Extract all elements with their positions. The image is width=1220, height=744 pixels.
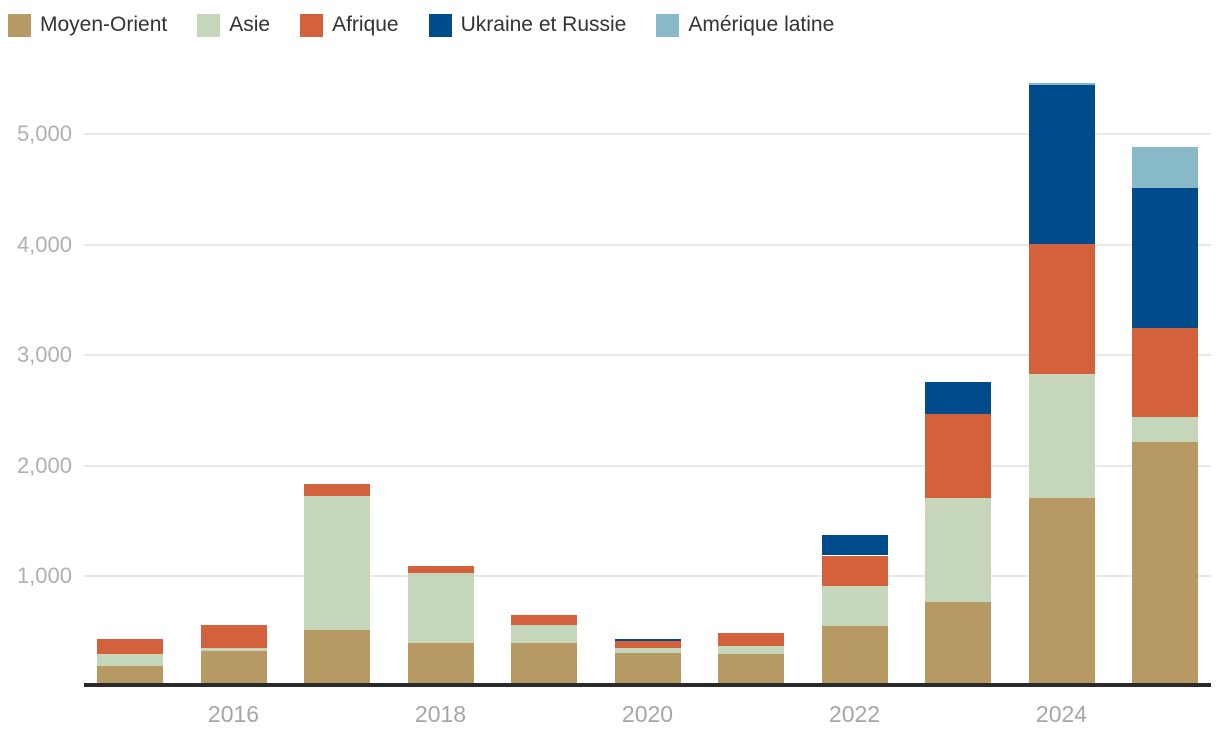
bar-2016-asie[interactable] — [200, 647, 267, 651]
bar-2020-asie[interactable] — [614, 647, 681, 654]
bar-2020-moyen-orient[interactable] — [614, 653, 681, 687]
bar-2020-ukraine-et-russie[interactable] — [614, 639, 681, 641]
bar-2025-ukraine-et-russie[interactable] — [1132, 188, 1198, 328]
afrique-swatch-icon — [300, 13, 324, 37]
bar-2019-asie[interactable] — [511, 625, 577, 644]
gridline-2000 — [84, 464, 1211, 467]
x-axis-tick-2022: 2022 — [828, 701, 881, 727]
bar-2022-ukraine-et-russie[interactable] — [821, 535, 888, 556]
bar-2015-asie[interactable] — [97, 653, 163, 667]
chart-legend: Moyen-Orient Asie Afrique Ukraine et Russie… — [8, 13, 834, 37]
gridline-1000 — [84, 575, 1211, 577]
x-axis-tick-2016: 2016 — [207, 701, 260, 727]
bar-2022-asie[interactable] — [821, 585, 888, 627]
bar-2025-asie[interactable] — [1132, 416, 1198, 443]
legend-label-ukraine-et-russie: Ukraine et Russie — [460, 13, 627, 36]
bar-2018-asie[interactable] — [407, 572, 474, 643]
bar-2023-afrique[interactable] — [925, 413, 991, 498]
x-axis-tick-2018: 2018 — [414, 701, 467, 727]
bar-2017-asie[interactable] — [304, 496, 370, 630]
bar-2024-afrique[interactable] — [1028, 243, 1095, 374]
legend-item-moyen-orient: Moyen-Orient — [8, 13, 167, 37]
bar-2015-moyen-orient[interactable] — [97, 666, 163, 687]
asie-swatch-icon — [197, 13, 221, 37]
bar-2023-asie[interactable] — [925, 497, 991, 602]
legend-label-asie: Asie — [229, 13, 271, 36]
legend-label-moyen-orient: Moyen-Orient — [40, 13, 168, 36]
bar-2024-asie[interactable] — [1028, 373, 1095, 498]
bar-2017-afrique[interactable] — [304, 484, 370, 497]
bar-2020-afrique[interactable] — [614, 640, 681, 648]
gridline-3000 — [84, 354, 1211, 356]
legend-label-amerique-latine: Amérique latine — [688, 13, 835, 36]
bar-2021-moyen-orient[interactable] — [718, 653, 784, 687]
bar-2024-moyen-orient[interactable] — [1028, 497, 1095, 687]
bar-2018-afrique[interactable] — [407, 565, 474, 573]
ukraine-et-russie-swatch-icon — [428, 13, 452, 37]
y-axis-tick-1000: 1,000 — [16, 563, 72, 588]
bar-2023-ukraine-et-russie[interactable] — [925, 382, 991, 414]
legend-label-afrique: Afrique — [332, 13, 399, 36]
bar-2018-moyen-orient[interactable] — [407, 642, 474, 687]
legend-item-amerique-latine: Amérique latine — [656, 13, 834, 37]
bar-2025-amerique-latine[interactable] — [1132, 147, 1198, 189]
gridline-4000 — [84, 243, 1211, 246]
bar-2023-moyen-orient[interactable] — [925, 602, 991, 687]
amerique-latine-swatch-icon — [656, 13, 680, 37]
legend-item-asie: Asie — [197, 13, 270, 37]
x-axis-tick-2020: 2020 — [621, 701, 674, 727]
bar-2021-afrique[interactable] — [718, 632, 784, 647]
bar-2016-afrique[interactable] — [200, 625, 267, 648]
gridline-5000 — [84, 133, 1211, 135]
x-axis-tick-2024: 2024 — [1035, 701, 1088, 727]
legend-item-ukraine-et-russie: Ukraine et Russie — [428, 13, 627, 37]
bar-2019-afrique[interactable] — [511, 615, 577, 626]
bar-2024-ukraine-et-russie[interactable] — [1028, 85, 1095, 244]
y-axis-tick-5000: 5,000 — [16, 121, 72, 146]
x-axis-line — [84, 683, 1211, 687]
bar-2017-moyen-orient[interactable] — [304, 629, 370, 687]
bar-2024-amerique-latine[interactable] — [1028, 82, 1095, 86]
bar-2022-moyen-orient[interactable] — [821, 626, 888, 687]
bar-2025-moyen-orient[interactable] — [1132, 442, 1198, 687]
bar-2022-afrique[interactable] — [821, 555, 888, 586]
bar-2016-moyen-orient[interactable] — [200, 650, 267, 687]
bar-2025-afrique[interactable] — [1132, 327, 1198, 417]
bar-2015-afrique[interactable] — [97, 639, 163, 654]
y-axis-tick-2000: 2,000 — [16, 452, 72, 478]
y-axis-tick-3000: 3,000 — [16, 342, 72, 367]
bar-2021-asie[interactable] — [718, 646, 784, 654]
y-axis-tick-4000: 4,000 — [16, 231, 72, 257]
legend-item-afrique: Afrique — [300, 13, 399, 37]
moyen-orient-swatch-icon — [8, 13, 31, 37]
bar-2019-moyen-orient[interactable] — [511, 643, 577, 687]
